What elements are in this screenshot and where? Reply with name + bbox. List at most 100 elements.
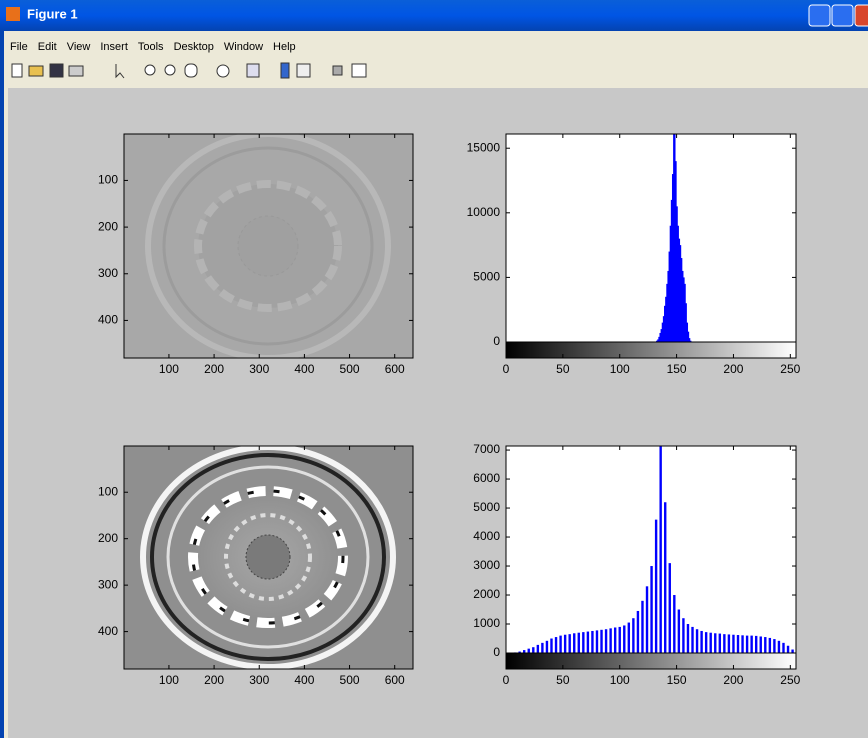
y-tick-label: 6000: [473, 471, 500, 485]
figure-window: Figure 1 File Edit View Insert Tools Desktop W…: [0, 0, 868, 738]
y-tick-label: 1000: [473, 616, 500, 630]
bar: [659, 446, 661, 653]
menu-item[interactable]: Help: [273, 41, 296, 53]
bar: [700, 631, 702, 653]
bar: [778, 641, 780, 653]
menu-bar: File Edit View Insert Tools Desktop Window Help: [10, 41, 296, 53]
y-tick-label: 400: [98, 313, 118, 327]
show-tools-icon[interactable]: [352, 64, 366, 77]
menu-item[interactable]: Edit: [38, 41, 57, 53]
x-tick-label: 300: [249, 362, 269, 376]
y-tick-label: 200: [98, 219, 118, 233]
bar: [682, 618, 684, 653]
bar: [673, 595, 675, 653]
menu-item[interactable]: File: [10, 41, 28, 53]
bar: [678, 610, 680, 653]
bar: [564, 635, 566, 653]
bar: [614, 627, 616, 653]
x-tick-label: 200: [204, 673, 224, 687]
y-tick-label: 10000: [467, 205, 501, 219]
bar: [537, 645, 539, 653]
menu-item[interactable]: Desktop: [174, 41, 214, 53]
bar: [669, 563, 671, 653]
bar: [555, 637, 557, 653]
image-2: [124, 446, 413, 669]
new-icon[interactable]: [12, 64, 22, 77]
bar: [723, 634, 725, 653]
zoom-in-icon[interactable]: [145, 65, 155, 75]
app-icon: [6, 7, 20, 21]
datacursor-icon[interactable]: [247, 64, 259, 77]
bar: [646, 586, 648, 653]
x-tick-label: 250: [780, 362, 800, 376]
bar: [746, 636, 748, 653]
bar: [578, 633, 580, 653]
y-tick-label: 200: [98, 531, 118, 545]
y-tick-label: 100: [98, 173, 118, 187]
bar: [760, 636, 762, 653]
bar: [568, 634, 570, 653]
x-tick-label: 150: [667, 673, 687, 687]
x-tick-label: 500: [340, 362, 360, 376]
colorbar-icon[interactable]: [281, 63, 289, 78]
y-tick-label: 15000: [467, 140, 501, 154]
save-icon[interactable]: [50, 64, 63, 77]
menu-item[interactable]: Insert: [100, 41, 128, 53]
window-title: Figure 1: [27, 6, 78, 21]
bar: [664, 502, 666, 653]
image-1: [124, 134, 413, 358]
bar: [782, 643, 784, 653]
bar: [573, 633, 575, 653]
bar: [769, 638, 771, 653]
open-icon[interactable]: [29, 66, 43, 76]
plot-area: [506, 134, 796, 342]
bar: [714, 633, 716, 653]
x-tick-label: 600: [385, 362, 405, 376]
x-tick-label: 100: [159, 673, 179, 687]
pan-icon[interactable]: [185, 64, 197, 77]
x-tick-label: 0: [503, 673, 510, 687]
bar: [532, 647, 534, 653]
legend-icon[interactable]: [297, 64, 310, 77]
bar: [737, 635, 739, 653]
x-tick-label: 400: [294, 362, 314, 376]
bar: [641, 601, 643, 653]
minimize-button[interactable]: [809, 5, 830, 26]
page: Figure 1 File Edit View Insert Tools Desktop W…: [0, 0, 868, 738]
y-tick-label: 0: [493, 334, 500, 348]
zoom-out-icon[interactable]: [165, 65, 175, 75]
bar: [791, 650, 793, 653]
hide-tools-icon[interactable]: [333, 66, 342, 75]
menu-item[interactable]: View: [67, 41, 91, 53]
bar: [605, 629, 607, 653]
x-tick-label: 50: [556, 673, 570, 687]
bar: [637, 611, 639, 653]
bar: [650, 566, 652, 653]
bar: [628, 623, 630, 653]
close-button[interactable]: [855, 5, 868, 26]
x-tick-label: 100: [610, 673, 630, 687]
menu-item[interactable]: Tools: [138, 41, 164, 53]
x-tick-label: 300: [249, 673, 269, 687]
y-tick-label: 300: [98, 266, 118, 280]
bar: [559, 636, 561, 653]
y-tick-label: 300: [98, 577, 118, 591]
print-icon[interactable]: [69, 66, 83, 76]
menu-item[interactable]: Window: [224, 41, 263, 53]
maximize-button[interactable]: [832, 5, 853, 26]
rotate-icon[interactable]: [217, 65, 229, 77]
x-tick-label: 150: [667, 362, 687, 376]
y-tick-label: 2000: [473, 587, 500, 601]
bar: [750, 636, 752, 653]
bar: [619, 627, 621, 653]
bar: [710, 633, 712, 653]
bar: [773, 639, 775, 653]
bar: [705, 632, 707, 653]
x-tick-label: 100: [610, 362, 630, 376]
x-tick-label: 100: [159, 362, 179, 376]
x-tick-label: 400: [294, 673, 314, 687]
bar: [541, 643, 543, 653]
bar: [741, 635, 743, 653]
bar: [582, 632, 584, 653]
bar: [591, 631, 593, 653]
